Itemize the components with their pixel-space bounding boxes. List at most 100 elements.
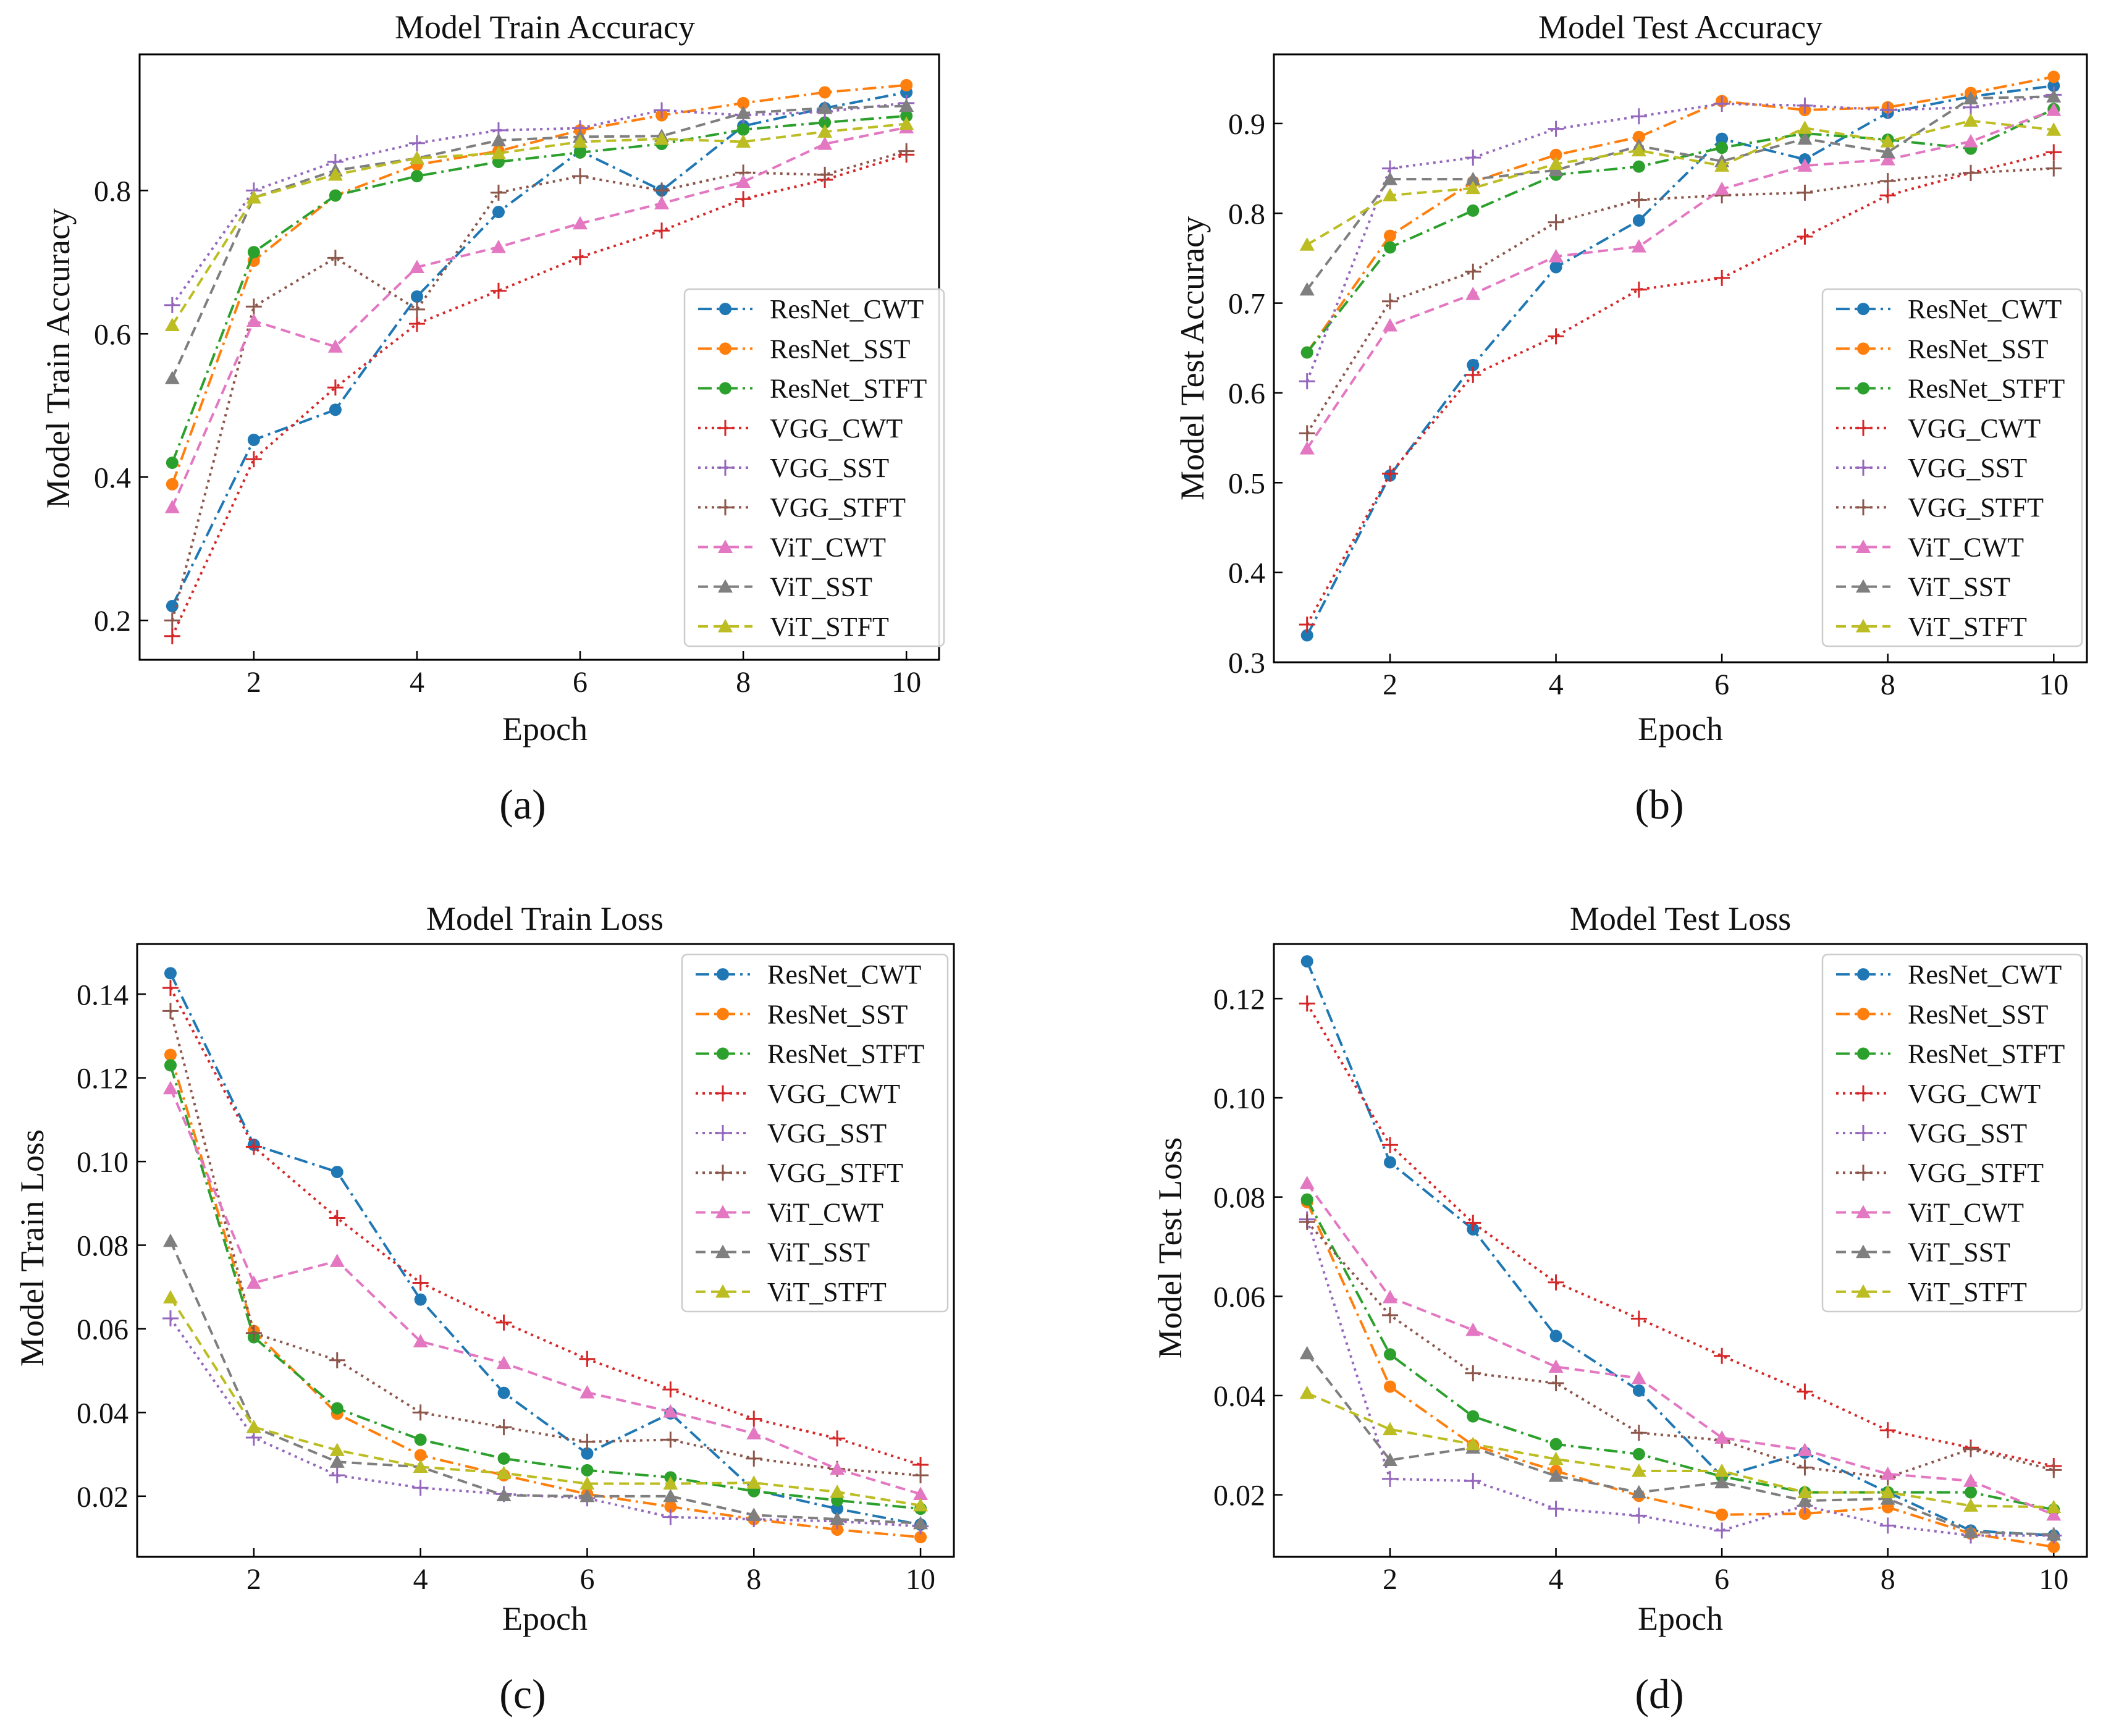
series-ViT_STFT (1299, 1385, 2062, 1514)
data-point (1797, 1443, 1813, 1456)
data-point (246, 1420, 261, 1433)
data-point (166, 600, 179, 613)
legend: ResNet_CWT ResNet_SST ResNet_STFT VGG_CWT VG… (1821, 288, 2083, 647)
data-point (1963, 133, 1978, 148)
data-point (1467, 204, 1480, 217)
data-point (245, 298, 262, 315)
series-ViT_STFT (162, 1290, 929, 1512)
data-point (1630, 1425, 1647, 1441)
y-tick-label: 0.6 (94, 318, 131, 351)
data-point (491, 239, 506, 253)
data-point (1632, 1447, 1645, 1460)
legend-entry: ViT_SST (1836, 1237, 2010, 1268)
legend-label: ViT_CWT (1908, 1197, 2024, 1228)
x-tick-label: 8 (1881, 1563, 1895, 1596)
legend-entry: VGG_SST (698, 453, 889, 483)
data-point (1465, 180, 1481, 195)
data-point (746, 1450, 762, 1467)
data-point (410, 290, 423, 303)
data-point (410, 170, 423, 183)
data-point (1548, 1274, 1564, 1291)
data-point (1384, 1156, 1396, 1169)
data-point (496, 1355, 512, 1370)
data-point (1549, 1329, 1562, 1342)
data-point (247, 246, 260, 259)
data-point (1299, 373, 1315, 390)
data-point (1797, 184, 1813, 201)
data-point (164, 371, 180, 384)
data-point (1548, 249, 1564, 263)
x-tick-label: 4 (1549, 1563, 1564, 1596)
legend-entry: ViT_SST (696, 1237, 870, 1268)
x-axis-label: Epoch (502, 710, 588, 748)
plot-area (1299, 70, 2062, 642)
legend-entry: ResNet_CWT (1836, 959, 2062, 990)
series-line (169, 972, 921, 1526)
data-point (412, 1404, 429, 1421)
data-point (817, 124, 833, 138)
data-point (1630, 281, 1647, 298)
legend-entry: ViT_STFT (696, 1277, 887, 1307)
data-point (829, 1430, 846, 1447)
data-point (581, 1447, 594, 1460)
data-point (746, 1475, 762, 1489)
legend-swatch-marker (715, 1205, 730, 1219)
series-VGG_SST (1299, 86, 2062, 390)
data-point (1797, 97, 1813, 114)
series-line (171, 122, 907, 326)
data-point (329, 1352, 345, 1368)
data-point (1299, 1346, 1315, 1360)
series-line (171, 91, 907, 607)
data-point (164, 612, 180, 629)
x-axis-label: Epoch (502, 1600, 588, 1637)
legend-label: ResNet_STFT (770, 374, 927, 404)
data-point (663, 1488, 678, 1502)
legend-swatch-marker (1857, 1047, 1869, 1060)
data-point (327, 167, 343, 181)
chart-title: Model Test Loss (1570, 900, 1791, 937)
plot-area (164, 78, 915, 644)
series-ViT_CWT (1299, 103, 2062, 455)
data-point (2046, 160, 2062, 177)
data-point (1548, 214, 1564, 230)
axis-ticks: 2 4 6 8 10 0.02 0.04 0.06 0.08 0.10 0.12 (1213, 983, 2068, 1596)
data-point (1382, 1137, 1398, 1153)
data-point (327, 250, 343, 266)
data-point (1714, 1522, 1730, 1539)
legend-label: ViT_CWT (767, 1197, 883, 1228)
x-tick-label: 4 (410, 666, 424, 699)
data-point (1879, 172, 1896, 189)
x-tick-label: 8 (746, 1563, 761, 1596)
data-point (1548, 1501, 1564, 1517)
legend-swatch-marker (1855, 1165, 1871, 1181)
data-point (662, 1381, 679, 1398)
data-point (1299, 441, 1315, 455)
data-point (662, 1431, 679, 1448)
series-line (169, 1064, 921, 1511)
x-tick-label: 2 (1383, 1563, 1397, 1596)
legend-swatch-marker (1856, 539, 1871, 554)
data-point (1880, 152, 1895, 166)
data-point (408, 301, 425, 318)
x-tick-label: 6 (1714, 668, 1729, 701)
data-point (162, 1290, 178, 1304)
data-point (413, 1459, 428, 1473)
data-point (162, 1310, 179, 1327)
legend-label: VGG_SST (767, 1118, 887, 1148)
data-point (1384, 1380, 1396, 1393)
data-point (1383, 188, 1397, 201)
series-ResNet_STFT (166, 109, 913, 470)
data-point (1383, 318, 1397, 332)
legend-swatch-marker (1855, 1125, 1871, 1141)
legend-entry: ViT_STFT (698, 612, 889, 642)
y-axis-label: Model Train Loss (14, 1129, 51, 1367)
legend-entry: ResNet_SST (1836, 334, 2048, 364)
data-point (573, 216, 588, 230)
data-point (2046, 144, 2062, 161)
y-tick-label: 0.7 (1228, 288, 1265, 321)
data-point (162, 1233, 178, 1247)
series-line (1305, 93, 2054, 382)
legend-label: ViT_STFT (767, 1277, 887, 1307)
legend-swatch-marker (717, 1008, 729, 1021)
data-point (1384, 1348, 1396, 1361)
